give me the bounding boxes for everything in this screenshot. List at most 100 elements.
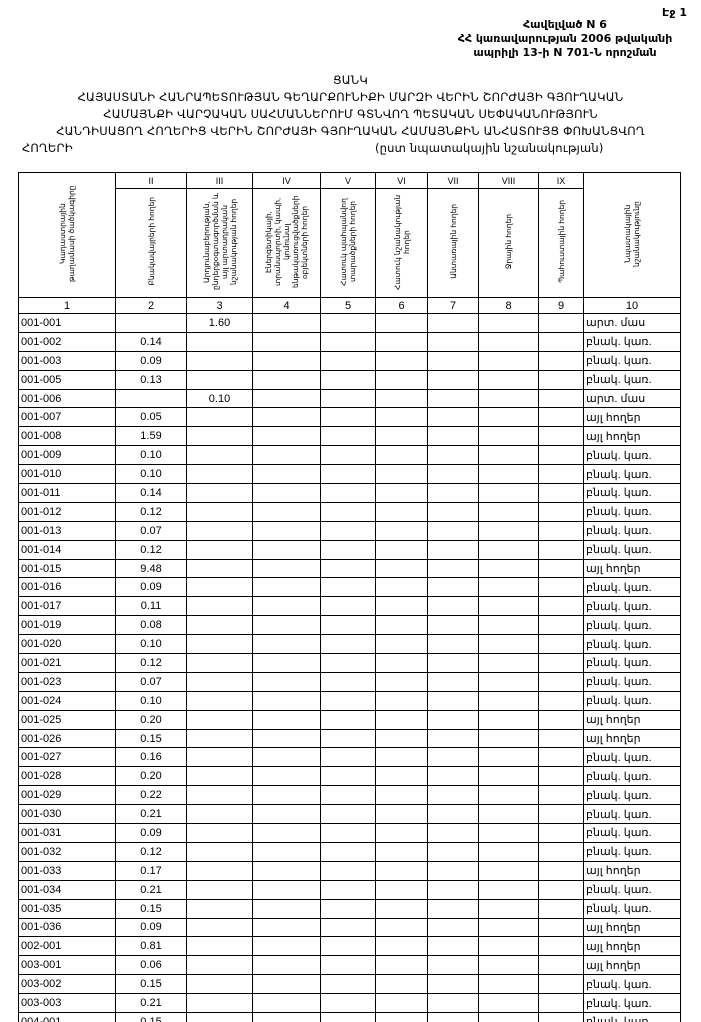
empty-cell: [427, 577, 479, 598]
empty-cell: [375, 898, 428, 919]
empty-cell: [320, 747, 376, 768]
industrial-land-area: [186, 407, 253, 428]
empty-cell: [252, 917, 321, 938]
empty-cell: [320, 804, 376, 825]
empty-cell: [538, 331, 584, 352]
table-row: 001-008 1.59 այլ հողեր: [18, 426, 681, 447]
empty-cell: [375, 841, 428, 862]
empty-cell: [252, 823, 321, 843]
empty-cell: [478, 804, 539, 825]
empty-cell: [478, 520, 539, 541]
empty-cell: [320, 917, 376, 938]
cadastral-code: 003-001: [18, 955, 116, 976]
cadastral-code: 001-033: [18, 860, 116, 881]
empty-cell: [375, 426, 428, 447]
land-table: Կադաստրային թաղամասի ծածկագիրը II III IV V V…: [18, 172, 681, 1022]
empty-cell: [427, 464, 479, 485]
empty-cell: [427, 539, 479, 560]
empty-cell: [320, 407, 376, 428]
industrial-land-area: [186, 445, 253, 466]
empty-cell: [427, 634, 479, 655]
column-roman-numeral: VIII: [478, 172, 539, 189]
empty-cell: [427, 804, 479, 825]
empty-cell: [320, 785, 376, 806]
industrial-land-area: [186, 331, 253, 352]
empty-cell: [478, 596, 539, 617]
table-row: 001-034 0.21 բնակ. կառ.: [18, 879, 681, 900]
empty-cell: [320, 313, 376, 333]
cadastral-code: 001-021: [18, 653, 116, 673]
settlement-land-area: 0.21: [115, 879, 187, 900]
empty-cell: [478, 464, 539, 485]
empty-cell: [252, 936, 321, 957]
settlement-land-area: 0.09: [115, 350, 187, 371]
empty-cell: [538, 860, 584, 881]
industrial-land-area: [186, 558, 253, 579]
settlement-land-area: 0.15: [115, 974, 187, 995]
empty-cell: [375, 350, 428, 371]
industrial-land-area: [186, 671, 253, 692]
empty-cell: [375, 690, 428, 711]
settlement-land-area: 0.08: [115, 615, 187, 636]
designated-purpose: բնակ. կառ.: [583, 596, 681, 617]
industrial-land-area: [186, 747, 253, 768]
designated-purpose: բնակ. կառ.: [583, 369, 681, 390]
empty-cell: [427, 936, 479, 957]
empty-cell: [427, 388, 479, 409]
industrial-land-area: [186, 955, 253, 976]
empty-cell: [538, 728, 584, 749]
empty-cell: [252, 860, 321, 881]
empty-cell: [427, 501, 479, 522]
cadastral-code: 001-024: [18, 690, 116, 711]
cadastral-code: 001-020: [18, 634, 116, 655]
cadastral-code: 001-014: [18, 539, 116, 560]
empty-cell: [478, 501, 539, 522]
designated-purpose: բնակ. կառ.: [583, 690, 681, 711]
empty-cell: [478, 917, 539, 938]
empty-cell: [320, 596, 376, 617]
cadastral-code: 001-035: [18, 898, 116, 919]
empty-cell: [427, 331, 479, 352]
settlement-land-area: 0.07: [115, 671, 187, 692]
cadastral-code: 001-001: [18, 313, 116, 333]
designated-purpose: բնակ. կառ.: [583, 671, 681, 692]
empty-cell: [375, 464, 428, 485]
table-row: 001-013 0.07 բնակ. կառ.: [18, 520, 681, 541]
empty-cell: [320, 728, 376, 749]
column-roman-numeral: III: [186, 172, 253, 189]
empty-cell: [427, 350, 479, 371]
industrial-land-area: [186, 350, 253, 371]
table-row: 001-027 0.16 բնակ. կառ.: [18, 747, 681, 768]
column-number: 5: [320, 297, 376, 314]
column-header: Ջրային հողեր: [478, 188, 539, 298]
column-number: 8: [478, 297, 539, 314]
table-row: 001-035 0.15 բնակ. կառ.: [18, 898, 681, 919]
empty-cell: [478, 558, 539, 579]
empty-cell: [320, 974, 376, 995]
empty-cell: [320, 426, 376, 447]
empty-cell: [427, 955, 479, 976]
empty-cell: [478, 974, 539, 995]
settlement-land-area: 0.16: [115, 747, 187, 768]
column-roman-numeral: IX: [538, 172, 584, 189]
empty-cell: [252, 785, 321, 806]
empty-cell: [538, 407, 584, 428]
settlement-land-area: 0.15: [115, 1011, 187, 1022]
table-row: 001-001 1.60 արտ. մաս: [18, 313, 681, 333]
empty-cell: [252, 615, 321, 636]
empty-cell: [478, 577, 539, 598]
empty-cell: [538, 634, 584, 655]
empty-cell: [427, 520, 479, 541]
empty-cell: [538, 464, 584, 485]
empty-cell: [538, 955, 584, 976]
column-header: Բնակավայրերի հողեր: [115, 188, 187, 298]
designated-purpose: բնակ. կառ.: [583, 577, 681, 598]
page-number: Էջ 1: [662, 6, 687, 19]
empty-cell: [538, 974, 584, 995]
table-row: 001-017 0.11 բնակ. կառ.: [18, 596, 681, 617]
empty-cell: [252, 539, 321, 560]
empty-cell: [252, 993, 321, 1013]
empty-cell: [427, 860, 479, 881]
cadastral-code: 001-007: [18, 407, 116, 428]
